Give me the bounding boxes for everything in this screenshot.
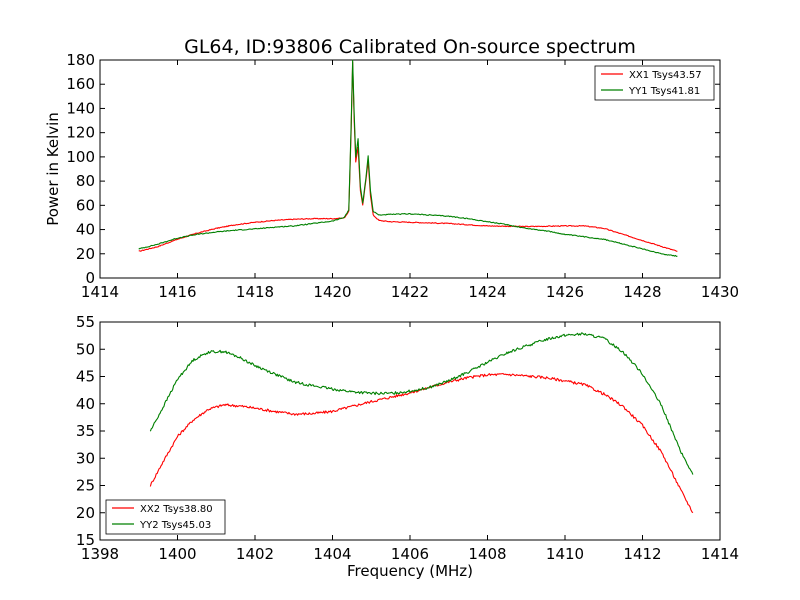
bottom-y-tick-label: 25 [76,477,95,495]
top-ticks-group: 1414 1416 1418 1420 1422 1424 1426 1428 1430 0 20 4… [66,51,739,301]
top-x-tick-label: 1420 [313,283,351,301]
bottom-y-tick-label: 35 [76,422,95,440]
top-x-tick-label: 1430 [701,283,739,301]
top-x-tick-label: 1426 [546,283,584,301]
top-y-tick-label: 120 [66,124,95,142]
top-y-tick-label: 20 [76,245,95,263]
bottom-y-tick-label: 30 [76,449,95,467]
legend-label-xx1: XX1 Tsys43.57 [629,70,702,81]
top-series-line-yy [138,59,678,257]
legend-label-yy1: YY1 Tsys41.81 [628,86,700,97]
top-x-tick-label: 1418 [236,283,274,301]
top-y-tick-label: 0 [85,269,95,287]
bottom-x-tick-label: 1398 [81,545,119,563]
bottom-ticks-group: 1398 1400 1402 1404 1406 1408 1410 1412 1414 15 20… [76,313,739,563]
bottom-y-tick-label: 50 [76,340,95,358]
top-x-tick-label: 1416 [158,283,196,301]
bottom-y-tick-label: 45 [76,368,95,386]
top-y-tick-label: 140 [66,99,95,117]
top-legend: XX1 Tsys43.57 YY1 Tsys41.81 [594,65,715,101]
top-y-tick-label: 160 [66,75,95,93]
top-spectrum-panel: 1414 1416 1418 1420 1422 1424 1426 1428 1430 0 20 4… [44,51,739,301]
top-y-tick-label: 80 [76,172,95,190]
bottom-series-group [149,332,694,514]
bottom-series-line-yy [149,332,694,475]
legend-label-xx2: XX2 Tsys38.80 [140,504,213,515]
bottom-x-tick-label: 1412 [623,545,661,563]
bottom-y-tick-label: 55 [76,313,95,331]
bottom-x-tick-label: 1402 [236,545,274,563]
bottom-x-tick-label: 1404 [313,545,351,563]
top-y-tick-label: 60 [76,196,95,214]
legend-label-yy2: YY2 Tsys45.03 [139,520,211,531]
bottom-x-tick-label: 1406 [391,545,429,563]
bottom-legend: XX2 Tsys38.80 YY2 Tsys45.03 [105,499,226,535]
bottom-x-tick-label: 1414 [701,545,739,563]
bottom-legend-box [105,499,226,535]
top-y-axis-label: Power in Kelvin [44,112,62,226]
chart-title: GL64, ID:93806 Calibrated On-source spec… [184,36,636,58]
bottom-spectrum-panel: 1398 1400 1402 1404 1406 1408 1410 1412 1414 15 20… [76,313,739,580]
top-x-tick-label: 1424 [468,283,506,301]
top-x-tick-label: 1428 [623,283,661,301]
top-x-tick-label: 1414 [81,283,119,301]
bottom-y-tick-label: 15 [76,531,95,549]
top-legend-box [594,65,715,101]
bottom-y-tick-label: 40 [76,395,95,413]
x-axis-label: Frequency (MHz) [347,562,473,580]
bottom-x-tick-label: 1410 [546,545,584,563]
top-y-tick-label: 40 [76,221,95,239]
top-y-tick-label: 100 [66,148,95,166]
top-x-tick-label: 1422 [391,283,429,301]
bottom-x-tick-label: 1400 [158,545,196,563]
top-y-tick-label: 180 [66,51,95,69]
bottom-x-tick-label: 1408 [468,545,506,563]
bottom-y-tick-label: 20 [76,504,95,522]
top-series-group [138,59,678,257]
top-series-line-xx [138,61,678,252]
